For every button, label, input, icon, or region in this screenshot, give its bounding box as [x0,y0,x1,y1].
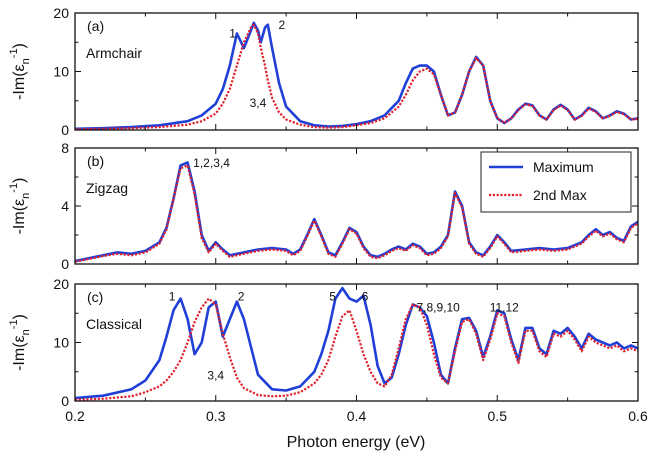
y-tick-label: 0 [61,122,69,138]
series-maximum-panel-c [75,286,638,400]
peak-annotation: 3,4 [207,368,224,382]
y-tick-label: 20 [53,5,69,21]
y-label-close: ) [11,43,28,48]
y-label-sup: -1 [8,319,20,329]
y-label-close: ) [11,314,28,319]
x-tick-label: 0.4 [347,408,367,424]
peak-annotation: 1 [169,289,176,303]
legend-label-maximum: Maximum [533,159,594,175]
panel-name-a: Armchair [86,45,142,61]
y-axis-label-c: -Im(εn-1) [8,314,32,371]
series-maximum-panel-a [75,21,638,130]
y-label-main: -Im(ε [11,199,28,235]
y-axis-label-b: -Im(εn-1) [8,178,32,235]
y-tick-label: 10 [53,64,69,80]
y-tick-label: 0 [61,393,69,409]
y-tick-label: 20 [53,276,69,292]
peak-annotation: 2 [279,18,286,32]
legend-box [480,151,632,213]
y-tick-label: 10 [53,335,69,351]
y-axis-label-a: -Im(εn-1) [8,43,32,100]
panel-tag-c: (c) [87,289,103,305]
legend-label-2nd-max: 2nd Max [533,187,587,203]
x-axis-title: Photon energy (eV) [287,434,426,451]
y-label-sub: n [20,329,32,335]
series-2nd-max-panel-c [75,297,638,401]
panel-tag-a: (a) [87,18,104,34]
panel-tag-b: (b) [87,153,104,169]
y-label-sup: -1 [8,48,20,58]
peak-annotation: 2 [238,289,245,303]
y-label-sub: n [20,193,32,199]
series-2nd-max-panel-a [75,23,638,130]
series-maximum-panel-b [75,161,638,263]
panel-name-c: Classical [86,316,142,332]
panel-a: 0 10 20 -Im(εn-1) (a) Armchair 1 2 3,4 [8,5,639,138]
y-label-main: -Im(ε [11,335,28,371]
panel-c: 0 10 20 -Im(εn-1) (c) Classical 1 2 3,4 5 6 7,8,9,1… [8,276,639,409]
panel-name-b: Zigzag [86,180,128,196]
x-tick-label: 0.3 [206,408,226,424]
panel-frame-a [74,12,639,131]
y-tick-label: 4 [61,198,69,214]
x-tick-label: 0.6 [628,408,648,424]
legend: Maximum 2nd Max [480,151,632,213]
peak-annotation: 6 [362,289,369,303]
x-axis-label: Photon energy (eV) [287,434,426,451]
peak-annotation: 1 [229,27,236,41]
y-label-sub: n [20,58,32,64]
peak-annotation: 1,2,3,4 [193,156,230,170]
peak-annotation: 3,4 [250,96,267,110]
series-2nd-max-panel-b [75,164,638,263]
peak-annotation: 5 [329,289,336,303]
y-tick-label: 8 [61,140,69,156]
y-label-main: -Im(ε [11,64,28,100]
y-label-close: ) [11,178,28,183]
peak-annotation: 11,12 [490,300,519,314]
x-tick-label: 0.2 [65,408,85,424]
x-tick-label: 0.5 [488,408,508,424]
panel-b: 0 4 8 -Im(εn-1) (b) Zigzag 1,2,3,4 [8,140,639,272]
peak-annotation: 7,8,9,10 [416,300,460,314]
panels-group: 01020-Im(εn-1)(a)Armchair123,4048-Im(εn-… [8,5,648,424]
y-label-sup: -1 [8,183,20,193]
y-tick-label: 0 [61,256,69,272]
